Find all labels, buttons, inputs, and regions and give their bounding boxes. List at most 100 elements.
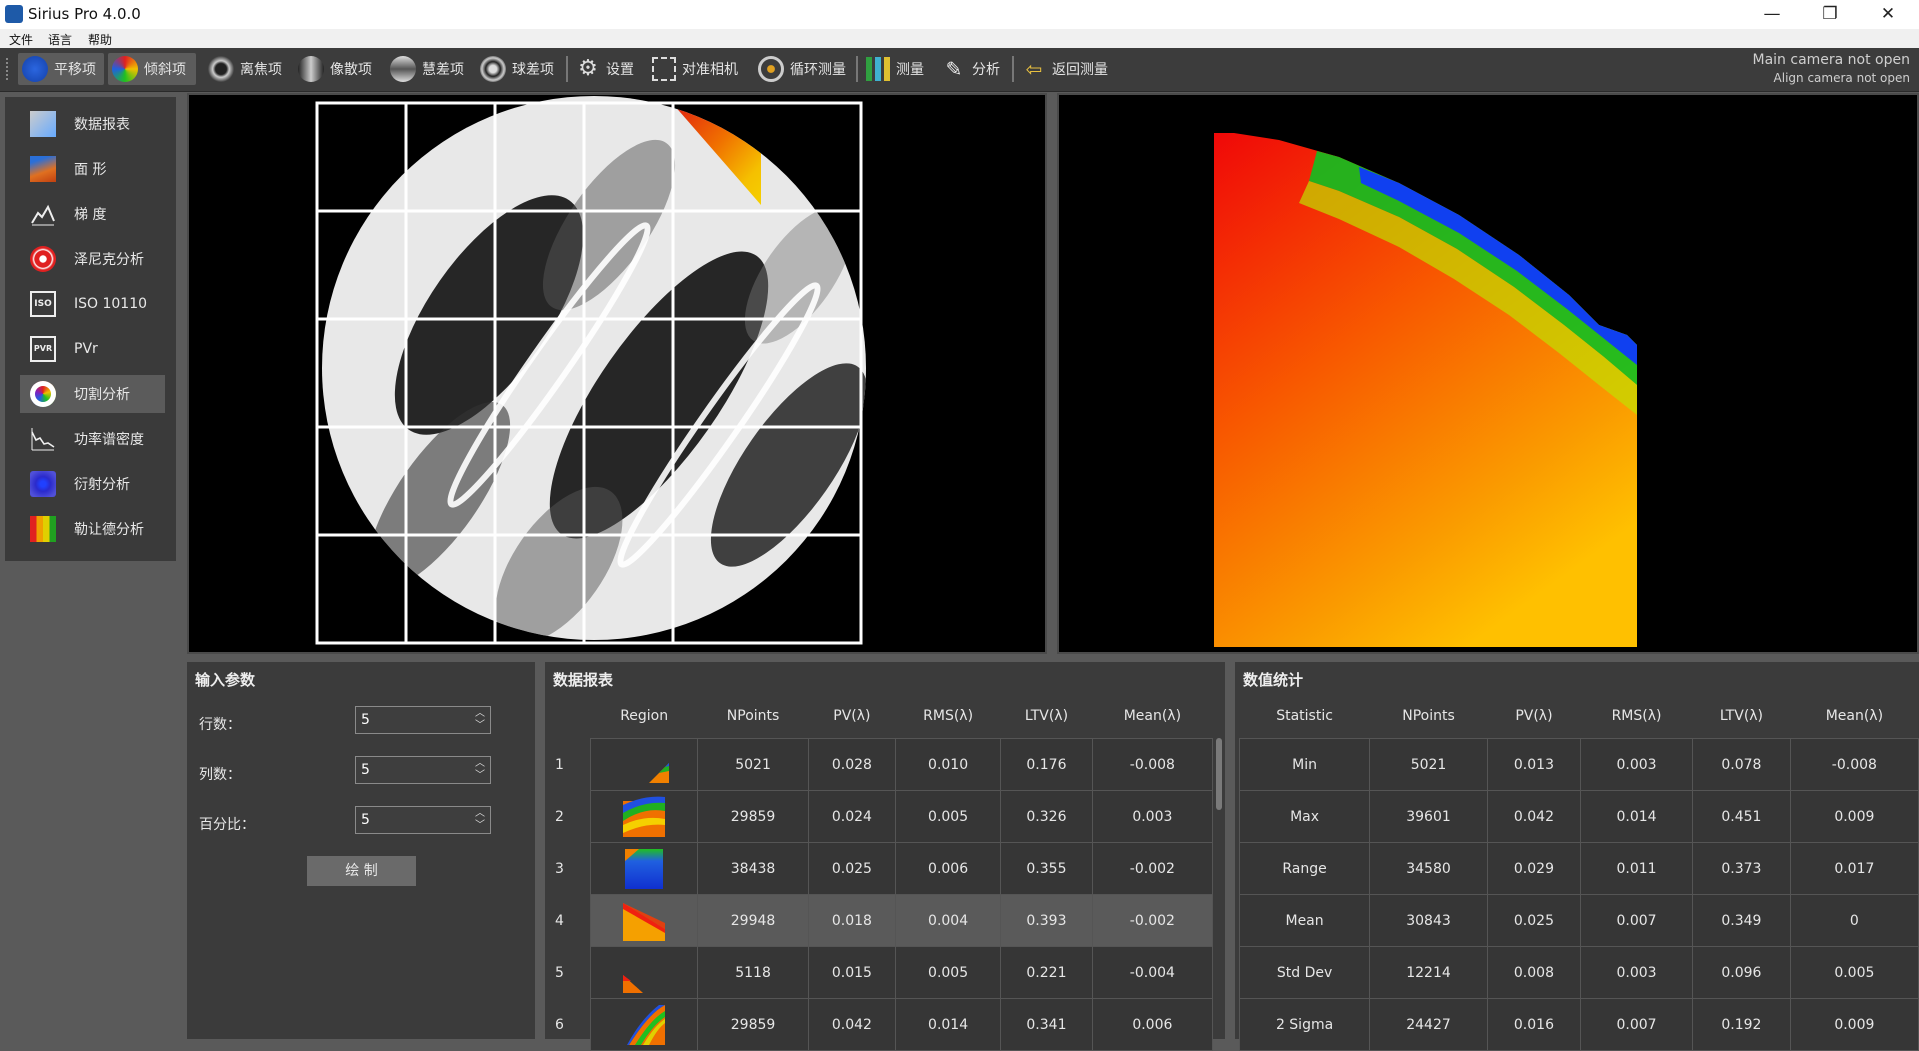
measure-button[interactable]: 测量 bbox=[862, 53, 930, 85]
col-rms[interactable]: RMS(λ) bbox=[923, 708, 974, 724]
sidebar-item-pvr[interactable]: PVR PVr bbox=[20, 330, 165, 368]
table-row[interactable]: Mean 30843 0.025 0.007 0.349 0 bbox=[1238, 894, 1919, 947]
toolbar-separator bbox=[856, 56, 858, 82]
minimize-button[interactable]: — bbox=[1763, 4, 1781, 24]
spin-up-icon[interactable]: ︿ bbox=[475, 708, 485, 719]
rows-spinbox[interactable]: 5 ︿ ﹀ bbox=[355, 706, 491, 734]
row-number: 3 bbox=[555, 860, 564, 877]
col-mean[interactable]: Mean(λ) bbox=[1825, 708, 1884, 724]
table-row[interactable]: 5 5118 0.015 0.005 0.221 -0.004 bbox=[545, 946, 1214, 999]
loop-measure-button[interactable]: 循环测量 bbox=[754, 53, 850, 85]
sidebar-item-gradient[interactable]: 梯 度 bbox=[20, 195, 165, 233]
tilt-icon bbox=[112, 56, 138, 82]
spherical-button[interactable]: 球差项 bbox=[476, 53, 560, 85]
spin-up-icon[interactable]: ︿ bbox=[475, 758, 485, 769]
app-icon bbox=[5, 5, 23, 23]
gradient-icon bbox=[31, 204, 55, 226]
coma-button[interactable]: 慧差项 bbox=[386, 53, 470, 85]
table-row[interactable]: 3 38438 0.025 0.006 0.355 -0.002 bbox=[545, 842, 1214, 895]
region-thumbnail bbox=[589, 790, 699, 843]
defocus-button[interactable]: 离焦项 bbox=[204, 53, 288, 85]
region-heatmap bbox=[1214, 133, 1637, 647]
region-thumbnail bbox=[589, 998, 699, 1051]
align-camera-status: Align camera not open bbox=[1773, 71, 1910, 85]
astigmatism-button[interactable]: 像散项 bbox=[294, 53, 378, 85]
spin-down-icon[interactable]: ﹀ bbox=[475, 720, 485, 731]
toolbar-grip[interactable] bbox=[6, 58, 11, 80]
cols-spinbox[interactable]: 5 ︿ ﹀ bbox=[355, 756, 491, 784]
gear-icon: ⚙ bbox=[578, 56, 598, 81]
statistics-table: Statistic NPoints PV(λ) RMS(λ) LTV(λ) Me… bbox=[1238, 694, 1919, 1051]
col-pv[interactable]: PV(λ) bbox=[833, 708, 871, 724]
sidebar-item-legendre[interactable]: 勒让德分析 bbox=[20, 510, 165, 548]
input-params-panel: 输入参数 行数： 5 ︿ ﹀ 列数： 5 ︿ ﹀ 百分比： 5 ︿ ﹀ bbox=[187, 662, 535, 1039]
cut-analysis-icon bbox=[30, 381, 56, 407]
toolbar-separator bbox=[566, 56, 568, 82]
col-pv[interactable]: PV(λ) bbox=[1515, 708, 1553, 724]
fringe-view[interactable] bbox=[187, 93, 1047, 654]
table-row[interactable]: Min 5021 0.013 0.003 0.078 -0.008 bbox=[1238, 738, 1919, 791]
psd-icon bbox=[31, 428, 55, 451]
col-region[interactable]: Region bbox=[620, 708, 669, 724]
col-npoints[interactable]: NPoints bbox=[1402, 708, 1455, 724]
col-ltv[interactable]: LTV(λ) bbox=[1719, 708, 1764, 724]
col-ltv[interactable]: LTV(λ) bbox=[1024, 708, 1069, 724]
sidebar-item-zernike[interactable]: 泽尼克分析 bbox=[20, 240, 165, 278]
sidebar-item-report[interactable]: 数据报表 bbox=[20, 105, 165, 143]
diffraction-icon bbox=[30, 471, 56, 497]
region-view[interactable] bbox=[1057, 93, 1919, 654]
col-npoints[interactable]: NPoints bbox=[726, 708, 780, 724]
spin-down-icon[interactable]: ﹀ bbox=[475, 820, 485, 831]
percent-spinbox[interactable]: 5 ︿ ﹀ bbox=[355, 806, 491, 834]
loop-icon bbox=[758, 56, 784, 82]
align-camera-button[interactable]: 对准相机 bbox=[648, 53, 744, 85]
col-mean[interactable]: Mean(λ) bbox=[1123, 708, 1182, 724]
tilt-button[interactable]: 倾斜项 bbox=[108, 53, 196, 85]
table-row[interactable]: Range 34580 0.029 0.011 0.373 0.017 bbox=[1238, 842, 1919, 895]
toolbar: 平移项 倾斜项 离焦项 像散项 慧差项 球差项 ⚙ 设置 对准相机 循环测量 测… bbox=[0, 48, 1919, 92]
back-to-measure-button[interactable]: ⇦ 返回测量 bbox=[1018, 53, 1114, 85]
restore-button[interactable]: ❐ bbox=[1822, 4, 1838, 24]
spin-down-icon[interactable]: ﹀ bbox=[475, 770, 485, 781]
surface-icon bbox=[30, 156, 56, 182]
spin-up-icon[interactable]: ︿ bbox=[475, 808, 485, 819]
table-row[interactable]: 2 29859 0.024 0.005 0.326 0.003 bbox=[545, 790, 1214, 843]
menu-help[interactable]: 帮助 bbox=[88, 33, 113, 47]
piston-button[interactable]: 平移项 bbox=[18, 53, 104, 85]
crosshair-icon bbox=[652, 57, 676, 81]
table-row[interactable]: Std Dev 12214 0.008 0.003 0.096 0.005 bbox=[1238, 946, 1919, 999]
table-scrollbar[interactable] bbox=[1216, 738, 1222, 810]
menu-language[interactable]: 语言 bbox=[48, 33, 73, 47]
statistics-title: 数值统计 bbox=[1243, 671, 1304, 689]
window-title: Sirius Pro 4.0.0 bbox=[28, 5, 141, 23]
sidebar-item-diffraction[interactable]: 衍射分析 bbox=[20, 465, 165, 503]
rows-label: 行数： bbox=[199, 717, 241, 733]
close-button[interactable]: ✕ bbox=[1880, 4, 1896, 24]
col-statistic[interactable]: Statistic bbox=[1276, 708, 1333, 724]
bar-chart-icon bbox=[866, 57, 890, 81]
row-number: 2 bbox=[555, 808, 564, 825]
col-rms[interactable]: RMS(λ) bbox=[1611, 708, 1662, 724]
settings-button[interactable]: ⚙ 设置 bbox=[572, 53, 636, 85]
region-thumbnail bbox=[589, 738, 699, 791]
table-row[interactable]: 2 Sigma 24427 0.016 0.007 0.192 0.009 bbox=[1238, 998, 1919, 1051]
coma-icon bbox=[390, 56, 416, 82]
menu-file[interactable]: 文件 bbox=[9, 33, 34, 47]
table-row-selected[interactable]: 4 29948 0.018 0.004 0.393 -0.002 bbox=[545, 894, 1214, 947]
region-thumbnail bbox=[589, 894, 699, 947]
main-camera-status: Main camera not open bbox=[1752, 52, 1911, 68]
sidebar-item-surface[interactable]: 面 形 bbox=[20, 150, 165, 188]
table-header: Region NPoints PV(λ) RMS(λ) LTV(λ) Mean(… bbox=[545, 694, 1213, 739]
table-row[interactable]: 6 29859 0.042 0.014 0.341 0.006 bbox=[545, 998, 1214, 1051]
analysis-button[interactable]: ✎ 分析 bbox=[938, 53, 1006, 85]
fringe-image bbox=[315, 96, 866, 645]
sidebar-item-iso[interactable]: ISO ISO 10110 bbox=[20, 285, 165, 323]
defocus-icon bbox=[208, 56, 234, 82]
row-number: 5 bbox=[555, 964, 564, 981]
table-row[interactable]: 1 5021 0.028 0.010 0.176 -0.008 bbox=[545, 738, 1214, 791]
table-row[interactable]: Max 39601 0.042 0.014 0.451 0.009 bbox=[1238, 790, 1919, 843]
sidebar-item-cut-analysis[interactable]: 切割分析 bbox=[20, 375, 165, 413]
draw-button[interactable]: 绘 制 bbox=[307, 856, 416, 886]
iso-icon: ISO bbox=[30, 291, 56, 317]
sidebar-item-psd[interactable]: 功率谱密度 bbox=[20, 420, 165, 458]
